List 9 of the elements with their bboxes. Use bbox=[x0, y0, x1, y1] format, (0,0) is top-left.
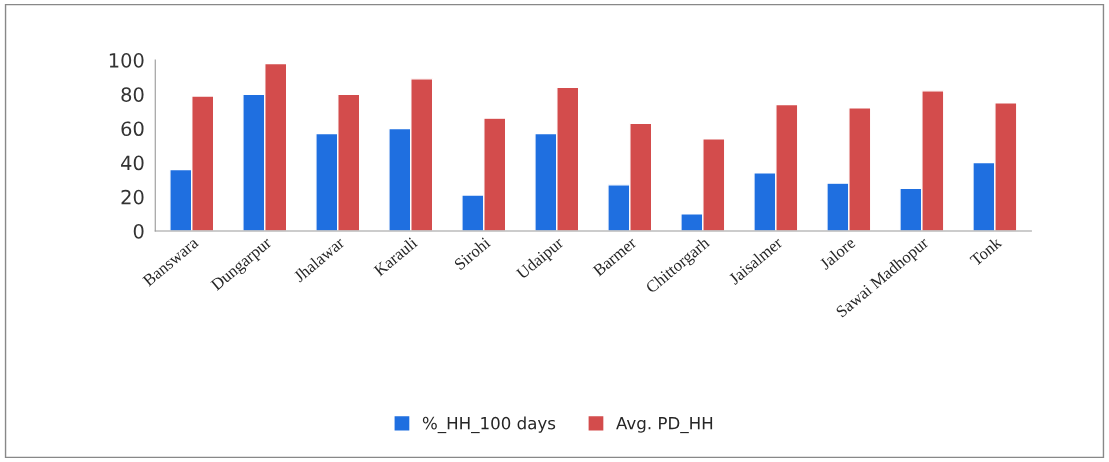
y-tick-label: 0 bbox=[133, 223, 144, 239]
y-tick-label: 80 bbox=[121, 87, 144, 102]
y-tick-label: 100 bbox=[109, 53, 144, 68]
x-tick-label: Tonk bbox=[969, 235, 1003, 267]
y-tick-label: 60 bbox=[121, 121, 144, 137]
y-tick-label: 40 bbox=[121, 155, 144, 171]
legend-label: Avg. PD_HH bbox=[616, 417, 713, 434]
legend-label: %_HH_100 days bbox=[422, 416, 556, 434]
y-tick-label: 20 bbox=[121, 189, 144, 205]
